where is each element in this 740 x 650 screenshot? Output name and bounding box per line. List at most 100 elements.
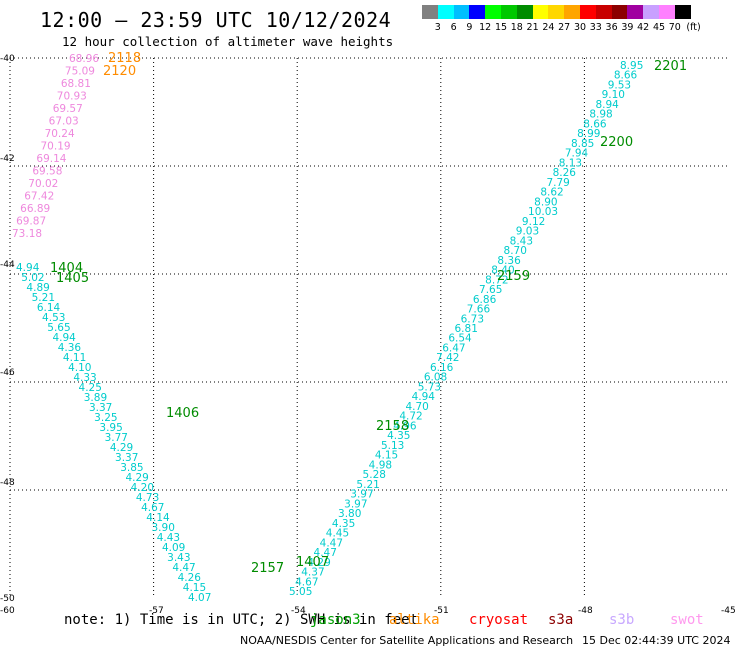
lat-label: -44 [0,260,15,270]
time-label: 1406 [166,406,199,421]
wave-height-value: 9.03 [516,226,539,238]
wave-height-value: 70.02 [28,178,58,190]
wave-height-value: 4.07 [188,592,211,604]
scale-swatch [564,5,580,19]
wave-height-value: 75.09 [65,66,95,78]
time-label: 2159 [497,269,530,284]
scale-label: 9 [466,22,473,33]
wave-height-value: 7.42 [436,352,459,364]
wave-height-value: 8.43 [510,235,533,247]
wave-height-value: 8.66 [614,70,638,82]
wave-height-value: 3.43 [167,552,190,564]
wave-height-value: 8.95 [620,60,643,72]
wave-height-value: 68.81 [61,78,91,90]
wave-height-value: 67.42 [24,191,54,203]
wave-height-value: 4.43 [157,532,180,544]
wave-height-value: 8.26 [553,167,577,179]
wave-height-value: 10.03 [528,206,558,218]
scale-label: 24 [542,22,555,33]
scale-label: 21 [526,22,539,33]
wave-height-value: 4.11 [63,352,86,364]
scale-label: 33 [589,22,602,33]
wave-height-value: 4.29 [125,472,148,484]
wave-height-value: 4.29 [307,557,330,569]
scale-label: 6 [450,22,457,33]
wave-height-value: 3.89 [84,392,107,404]
wave-height-value: 8.66 [583,118,607,130]
scale-swatch [643,5,659,19]
wave-height-value: 9.53 [608,79,631,91]
wave-height-value: 4.35 [387,430,410,442]
page-title: 12:00 — 23:59 UTC 10/12/2024 [40,8,392,32]
scale-swatch [532,5,549,19]
wave-height-value: 5.21 [356,479,379,491]
wave-height-value: 4.98 [369,459,392,471]
time-label: 2200 [600,135,633,150]
wave-height-value: 5.21 [32,292,55,304]
scale-swatch [627,5,644,19]
wave-height-value: 73.18 [12,228,42,240]
wave-height-value: 8.13 [559,157,582,169]
wave-height-value: 4.67 [141,502,164,514]
wave-height-value: 70.19 [41,141,71,153]
scale-label: 15 [494,22,508,33]
wave-height-value: 4.09 [162,542,185,554]
wave-height-value: 8.99 [577,128,600,140]
wave-height-value: 7.94 [565,148,589,160]
wave-height-value: 8.70 [504,245,527,257]
wave-height-value: 7.66 [467,304,491,316]
footer-credit: NOAA/NESDIS Center for Satellite Applica… [240,634,574,647]
scale-swatch [595,5,612,19]
wave-height-value: 4.70 [405,401,428,413]
scale-label: 39 [621,22,634,33]
wave-height-value: 69.58 [32,166,62,178]
wave-height-value: 3.97 [344,498,367,510]
lon-label: -48 [578,606,593,616]
wave-height-value: 3.97 [350,489,373,501]
wave-height-value: 4.47 [172,562,195,574]
lat-label: -46 [0,368,15,378]
satellite-s3a: s3a [548,612,574,628]
wave-height-value: 9.12 [522,216,545,228]
wave-height-value: 4.94 [412,391,436,403]
wave-height-value: 6.86 [473,294,497,306]
wave-height-value: 7.79 [546,177,569,189]
wave-height-value: 8.90 [534,196,557,208]
wave-height-value: 4.35 [332,518,355,530]
wave-height-value: 8.98 [589,109,612,121]
satellite-jason3: jason3 [310,612,361,628]
wave-height-value: 6.47 [442,342,465,354]
lon-label: -54 [291,606,306,616]
scale-swatch [453,5,470,19]
wave-height-value: 4.14 [146,512,170,524]
scale-swatch [469,5,486,19]
page-subtitle: 12 hour collection of altimeter wave hei… [62,34,394,49]
time-label: 1405 [56,271,89,286]
scale-label: 3 [434,22,441,33]
wave-height-value: 69.14 [36,153,66,165]
scale-swatch [548,5,565,19]
wave-height-value: 4.45 [326,528,349,540]
satellite-s3b: s3b [609,612,635,628]
scale-label: 27 [558,22,571,33]
wave-height-value: 4.20 [131,482,154,494]
scale-swatch [674,5,691,19]
scale-swatch [501,5,517,19]
wave-height-value: 4.15 [375,450,398,462]
lat-label: -48 [0,478,15,488]
wave-height-value: 5.73 [418,381,441,393]
wave-height-value: 3.37 [115,452,138,464]
lon-label: -60 [0,606,15,616]
time-label: 2120 [103,64,136,79]
wave-height-value: 4.53 [42,312,65,324]
wave-height-value: 67.03 [49,116,79,128]
wave-height-value: 4.36 [58,342,82,354]
satellite-altika: altika [389,612,440,628]
satellite-cryosat: cryosat [469,612,529,628]
wave-height-value: 4.72 [399,411,422,423]
wave-height-value: 69.87 [16,216,46,228]
scale-swatch [437,5,454,19]
scale-label: 30 [573,22,587,33]
wave-height-value: 4.29 [110,442,133,454]
scale-label: 45 [652,22,666,33]
